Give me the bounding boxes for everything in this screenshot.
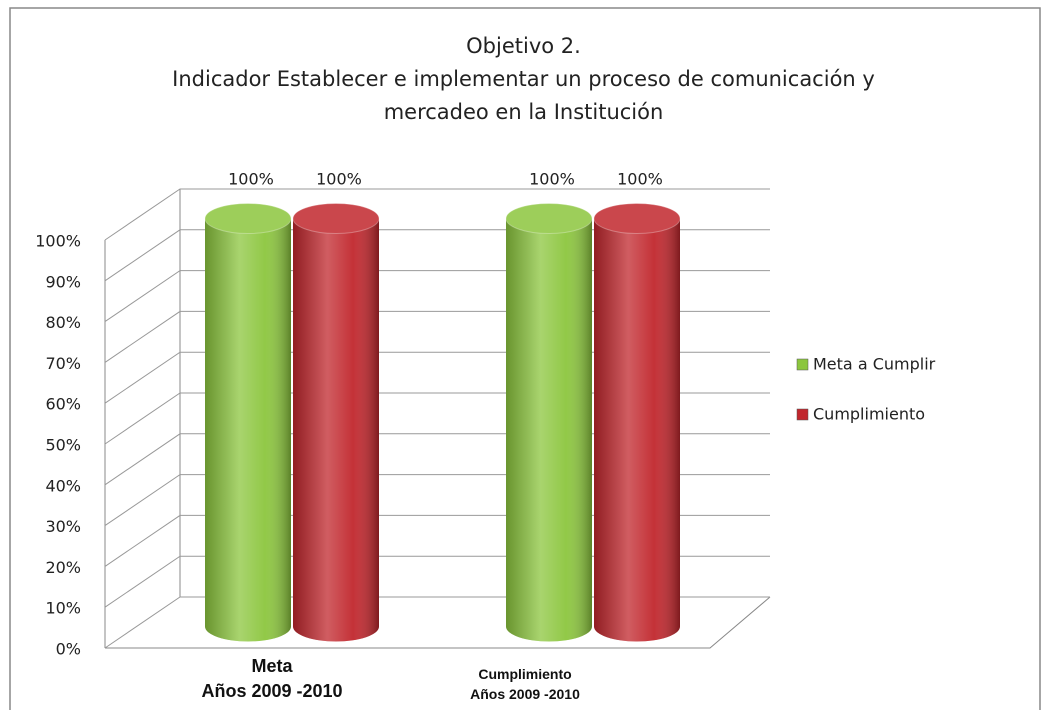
y-tick-label: 30%	[45, 517, 81, 536]
y-tick-label: 40%	[45, 476, 81, 495]
cylinder-shade	[594, 218, 680, 642]
legend-label: Cumplimiento	[813, 405, 925, 424]
cylinder-top-shine	[506, 203, 592, 234]
legend-swatch	[796, 358, 809, 371]
cylinder-top	[292, 203, 380, 234]
floor	[105, 596, 771, 649]
y-tick-label: 80%	[45, 313, 81, 332]
y-tick-label: 60%	[45, 395, 81, 414]
y-tick-label: 50%	[45, 436, 81, 455]
y-tick-label: 100%	[35, 232, 81, 251]
legend-swatch	[796, 408, 809, 421]
y-tick-label: 10%	[45, 599, 81, 618]
legend-label: Meta a Cumplir	[813, 355, 936, 374]
x-tick-label: Meta Años 2009 -2010	[201, 656, 343, 701]
y-tick-label: 20%	[45, 558, 81, 577]
y-tick-label: 70%	[45, 354, 81, 373]
x-tick-label: Cumplimiento Años 2009 -2010	[470, 666, 580, 702]
cylinder-top-shine	[594, 203, 680, 234]
cylinder-top-shine	[293, 203, 379, 234]
chart-border	[9, 7, 1041, 710]
chart-title: Objetivo 2. Indicador Establecer e imple…	[172, 34, 875, 124]
cylinder-top	[593, 203, 681, 234]
cylinder-shade	[205, 218, 291, 642]
y-tick-label: 90%	[45, 272, 81, 291]
cylinder-top-shine	[205, 203, 291, 234]
y-tick-label: 0%	[56, 640, 81, 659]
cylinder-shade	[506, 218, 592, 642]
cylinder-top	[204, 203, 292, 234]
value-label: 100%	[617, 170, 663, 189]
value-label: 100%	[228, 170, 274, 189]
value-label: 100%	[529, 170, 575, 189]
cylinder-top	[505, 203, 593, 234]
grid-line	[104, 188, 770, 241]
cylinder-shade	[293, 218, 379, 642]
value-label: 100%	[316, 170, 362, 189]
